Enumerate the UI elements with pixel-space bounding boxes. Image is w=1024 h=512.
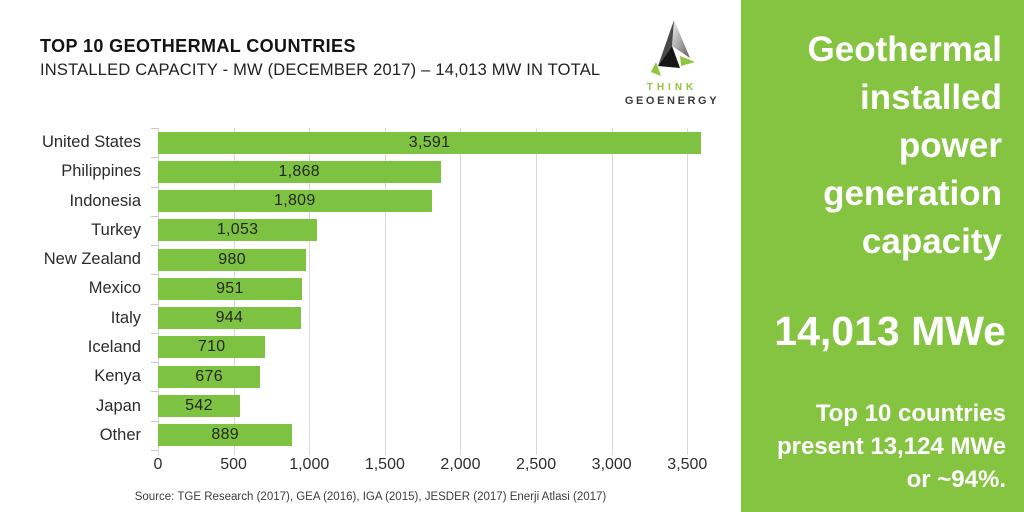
x-axis-tick-label: 3,000: [591, 456, 632, 473]
side-panel: Geothermal installed power generation capaci…: [741, 0, 1024, 512]
panel-caption-line: or ~94%.: [906, 466, 1006, 493]
category-label-new-zealand: New Zealand: [43, 250, 141, 269]
gridline: [309, 128, 311, 455]
bar-value-label: 542: [185, 397, 213, 415]
category-axis-ticks: [151, 128, 158, 451]
category-axis-tick: [151, 274, 158, 276]
category-axis-tick: [151, 450, 158, 451]
bar-value-label: 951: [216, 279, 244, 297]
thinkgeoenergy-logo: THINK GEOENERGY: [610, 18, 734, 107]
panel-caption-line: Top 10 countries: [815, 400, 1006, 427]
bar-mexico: 951: [158, 277, 302, 300]
category-axis-tick: [151, 391, 158, 393]
chart-subtitle: INSTALLED CAPACITY - MW (DECEMBER 2017) …: [40, 61, 601, 79]
bar-row-japan: 542: [158, 391, 710, 420]
category-axis-tick: [151, 157, 158, 159]
x-axis-tick-label: 2,000: [440, 456, 481, 473]
category-label-turkey: Turkey: [91, 220, 141, 239]
bar-japan: 542: [158, 395, 240, 418]
panel-heading-line: capacity: [861, 222, 1002, 261]
bar-row-iceland: 710: [158, 333, 710, 362]
panel-heading-line: installed: [860, 78, 1002, 117]
bar-row-mexico: 951: [158, 274, 710, 303]
x-axis-tick-label: 1,500: [364, 456, 405, 473]
chart-header: TOP 10 GEOTHERMAL COUNTRIES INSTALLED CA…: [40, 36, 600, 80]
bar-new-zealand: 980: [158, 248, 307, 271]
panel-heading-line: generation: [823, 174, 1002, 213]
bar-row-united-states: 3,591: [158, 128, 710, 157]
panel-heading: Geothermal installed power generation capaci…: [751, 26, 1003, 266]
chart-section: TOP 10 GEOTHERMAL COUNTRIES INSTALLED CA…: [0, 18, 734, 503]
gridline: [611, 128, 613, 455]
gridline: [687, 128, 689, 455]
value-axis: 0 500 1,000 1,500 2,000 2,500 3,000 3,500: [154, 456, 710, 478]
source-note: Source: TGE Research (2017), GEA (2016),…: [134, 491, 607, 503]
bar-row-indonesia: 1,809: [158, 187, 710, 216]
logo-geoenergy-text: GEOENERGY: [624, 95, 720, 107]
bar-value-label: 710: [197, 338, 226, 356]
bar-philippines: 1,868: [158, 160, 441, 183]
bar-row-italy: 944: [158, 304, 710, 333]
x-axis-tick-label: 0: [153, 456, 163, 473]
bar-row-turkey: 1,053: [158, 216, 710, 245]
panel-heading-line: Geothermal: [807, 30, 1003, 69]
category-label-other: Other: [99, 425, 141, 444]
bar-row-other: 889: [158, 421, 710, 450]
category-label-japan: Japan: [96, 396, 141, 415]
bar-row-kenya: 676: [158, 362, 710, 391]
bar-row-new-zealand: 980: [158, 245, 710, 274]
category-axis-tick: [151, 186, 158, 188]
category-label-indonesia: Indonesia: [69, 191, 141, 210]
bar-value-label: 1,868: [278, 162, 321, 180]
bar-turkey: 1,053: [158, 219, 318, 242]
category-axis-tick: [151, 332, 158, 334]
bar-value-label: 980: [218, 250, 246, 268]
panel-heading-line: power: [898, 126, 1002, 165]
category-label-kenya: Kenya: [94, 367, 141, 386]
bar-value-label: 889: [211, 426, 240, 444]
panel-big-number: 14,013 MWe: [774, 308, 1006, 354]
bar-iceland: 710: [158, 336, 266, 359]
gridline: [460, 128, 462, 455]
logo-arrow-icon: [651, 20, 695, 76]
panel-caption-line: present 13,124 MWe: [777, 433, 1006, 460]
bar-row-philippines: 1,868: [158, 157, 710, 186]
bar-italy: 944: [158, 307, 301, 330]
bar-value-label: 944: [215, 309, 244, 327]
bar-value-label: 676: [195, 367, 223, 385]
category-label-mexico: Mexico: [88, 279, 141, 298]
x-axis-tick-label: 3,500: [667, 456, 708, 473]
x-axis-tick-label: 1,000: [289, 456, 330, 473]
category-axis-labels: United States Philippines Indonesia Turkey N…: [0, 128, 150, 450]
category-axis-tick: [151, 362, 158, 364]
bar-united-states: 3,591: [158, 131, 702, 154]
category-label-iceland: Iceland: [87, 337, 141, 356]
category-label-italy: Italy: [110, 308, 141, 327]
bar-value-label: 3,591: [408, 133, 451, 151]
gridline: [536, 128, 538, 455]
category-axis-tick: [151, 420, 158, 422]
category-axis-tick: [151, 215, 158, 217]
bar-series: 3,591 1,868 1,809 1,053 980 951 944 710 676 542 88…: [158, 128, 710, 450]
panel-caption: Top 10 countries present 13,124 MWe or ~94…: [749, 397, 1006, 496]
chart-title: TOP 10 GEOTHERMAL COUNTRIES: [40, 36, 356, 56]
bar-indonesia: 1,809: [158, 190, 432, 213]
category-axis-tick: [151, 128, 158, 129]
category-label-united-states: United States: [41, 133, 141, 152]
logo-think-text: THINK: [646, 82, 698, 93]
bar-value-label: 1,809: [274, 192, 316, 210]
bar-kenya: 676: [158, 365, 261, 388]
x-axis-tick-label: 500: [220, 456, 247, 473]
gridline: [384, 128, 386, 455]
bar-value-label: 1,053: [216, 221, 259, 239]
x-axis-tick-label: 2,500: [516, 456, 557, 473]
bar-other: 889: [158, 424, 293, 447]
category-label-philippines: Philippines: [61, 162, 141, 181]
category-axis-tick: [151, 303, 158, 305]
category-axis-tick: [151, 245, 158, 247]
